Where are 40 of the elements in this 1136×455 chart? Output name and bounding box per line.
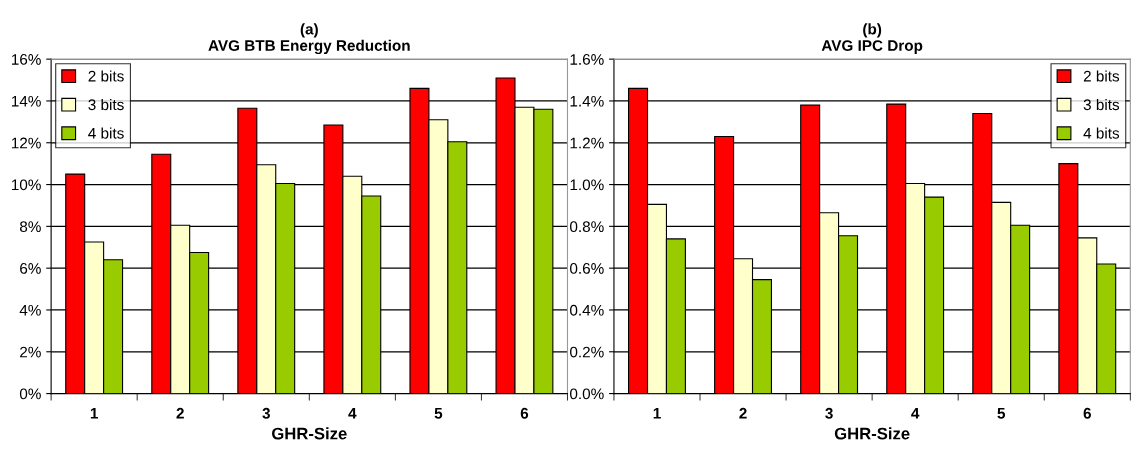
y-tick-label: 0.2% <box>570 346 604 358</box>
legend-label: 4 bits <box>1083 127 1120 139</box>
x-tick-label: 5 <box>997 408 1006 419</box>
legend-label: 2 bits <box>1083 70 1120 82</box>
legend-label: 3 bits <box>1083 98 1120 111</box>
y-tick-label: 1.0% <box>570 179 604 191</box>
y-tick-label: 10% <box>11 179 41 191</box>
x-tick-label: 5 <box>434 408 443 419</box>
legend-label: 4 bits <box>88 127 124 139</box>
x-axis-title: GHR-Size <box>272 427 347 440</box>
y-tick-label: 0% <box>19 388 41 400</box>
y-tick-label: 1.6% <box>570 54 604 65</box>
y-tick-label: 8% <box>19 221 41 233</box>
y-tick-label: 12% <box>11 137 41 149</box>
y-tick-label: 14% <box>11 95 41 107</box>
x-tick-label: 1 <box>653 408 661 419</box>
x-tick-label: 6 <box>520 407 529 419</box>
x-tick-label: 2 <box>739 407 747 419</box>
y-tick-label: 0.0% <box>570 388 604 400</box>
x-tick-label: 1 <box>90 408 98 419</box>
y-tick-label: 6% <box>20 263 41 274</box>
y-tick-label: 0.6% <box>570 263 604 274</box>
y-tick-label: 0.4% <box>570 304 604 316</box>
y-tick-label: 4% <box>19 304 41 316</box>
x-tick-label: 4 <box>348 408 357 419</box>
x-tick-label: 3 <box>262 407 270 419</box>
chart-title: (a) AVG BTB Energy Reduction <box>208 23 410 55</box>
legend-label: 3 bits <box>88 98 124 111</box>
y-tick-label: 0.8% <box>570 221 604 233</box>
y-tick-label: 1.2% <box>570 137 604 149</box>
x-tick-label: 2 <box>176 407 184 419</box>
y-tick-label: 16% <box>11 54 41 65</box>
chart-title: (b) AVG IPC Drop <box>821 23 923 54</box>
x-axis-title: GHR-Size <box>834 427 910 440</box>
legend-label: 2 bits <box>88 70 124 82</box>
x-tick-label: 3 <box>825 407 833 419</box>
x-tick-label: 4 <box>911 408 920 419</box>
y-tick-label: 1.4% <box>570 95 604 107</box>
y-tick-label: 2% <box>20 346 41 358</box>
x-tick-label: 6 <box>1083 407 1091 419</box>
